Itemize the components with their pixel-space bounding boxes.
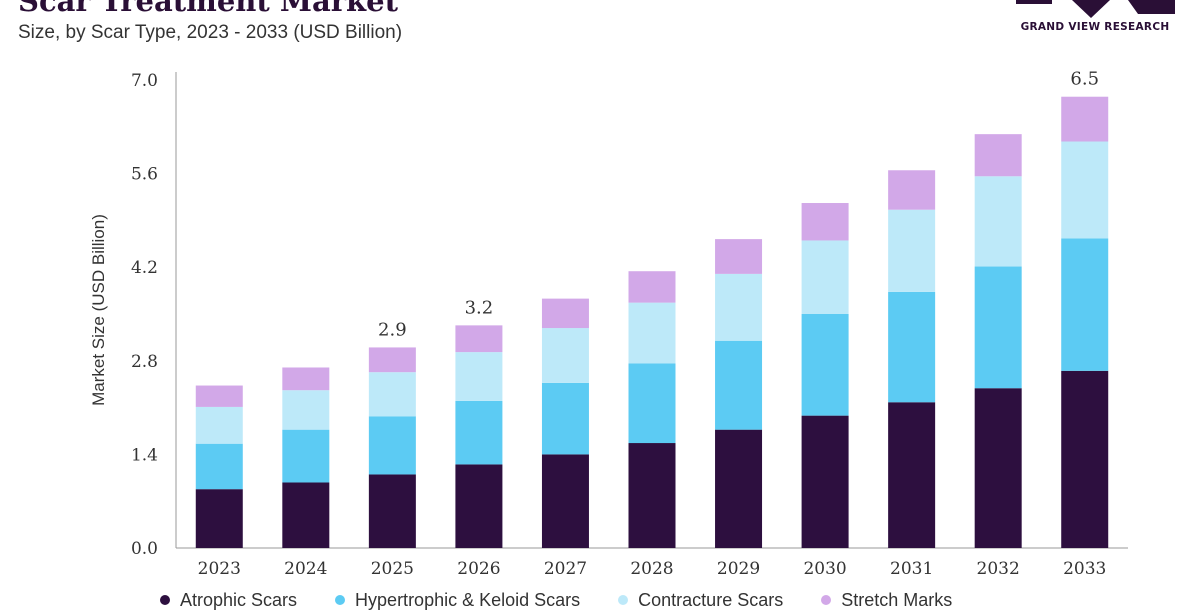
legend-label: Contracture Scars	[638, 589, 784, 610]
bar-segment-hypertrophic-keloid-scars-2030	[801, 314, 849, 416]
bar-segment-contracture-scars-2024	[282, 390, 330, 430]
x-tick-label: 2029	[717, 559, 760, 579]
bar-segment-stretch-marks-2028	[628, 271, 676, 303]
data-label-2025: 2.9	[378, 319, 407, 340]
bar-segment-contracture-scars-2029	[715, 273, 763, 341]
bars	[195, 96, 1109, 548]
bar-segment-contracture-scars-2030	[801, 240, 849, 314]
bar-segment-hypertrophic-keloid-scars-2033	[1061, 238, 1109, 371]
y-tick-label: 4.2	[131, 258, 158, 278]
bar-segment-atrophic-scars-2031	[888, 402, 936, 548]
legend-item: Atrophic Scars	[160, 588, 297, 612]
bar-segment-atrophic-scars-2030	[801, 415, 849, 548]
bar-segment-atrophic-scars-2024	[282, 482, 330, 548]
legend-item: Hypertrophic & Keloid Scars	[335, 588, 580, 612]
grand-view-research-logo: GRAND VIEW RESEARCH	[1010, 0, 1180, 40]
bar-segment-contracture-scars-2033	[1061, 141, 1109, 239]
bar-segment-stretch-marks-2027	[541, 298, 589, 329]
bar-segment-atrophic-scars-2033	[1061, 370, 1109, 548]
x-tick-label: 2027	[544, 559, 587, 579]
bar-segment-stretch-marks-2030	[801, 203, 849, 241]
x-tick-label: 2031	[890, 559, 933, 579]
legend-swatch	[160, 595, 170, 605]
chart-title: Scar Treatment Market	[18, 0, 398, 18]
tick-labels: 0.0 1.4 2.8 4.2 5.6 7.0 2023 2024 2025 2026 2027 20…	[131, 71, 1106, 579]
y-tick-label: 7.0	[131, 71, 158, 91]
bar-segment-contracture-scars-2031	[888, 209, 936, 292]
logo-text: GRAND VIEW RESEARCH	[1020, 21, 1170, 33]
x-tick-label: 2024	[284, 559, 327, 579]
bar-segment-contracture-scars-2023	[195, 406, 243, 444]
legend-swatch	[821, 595, 832, 605]
y-tick-label: 1.4	[131, 445, 158, 465]
x-tick-label: 2032	[977, 559, 1020, 579]
bar-segment-contracture-scars-2025	[368, 372, 416, 417]
y-tick-label: 2.8	[131, 352, 158, 372]
legend-swatch	[618, 595, 629, 605]
legend: Atrophic Scars Hypertrophic & Keloid Scar…	[160, 588, 952, 612]
bar-segment-atrophic-scars-2023	[195, 489, 243, 548]
bar-segment-hypertrophic-keloid-scars-2026	[455, 400, 503, 465]
bar-segment-hypertrophic-keloid-scars-2032	[974, 266, 1022, 389]
legend-label: Atrophic Scars	[180, 589, 298, 610]
bar-segment-hypertrophic-keloid-scars-2023	[195, 443, 243, 490]
data-label-2033: 6.5	[1070, 69, 1099, 90]
bar-segment-stretch-marks-2024	[282, 367, 330, 391]
bar-segment-atrophic-scars-2028	[628, 443, 676, 548]
bar-segment-hypertrophic-keloid-scars-2025	[368, 416, 416, 475]
bar-segment-contracture-scars-2026	[455, 352, 503, 401]
legend-label: Stretch Marks	[841, 589, 953, 610]
bar-segment-atrophic-scars-2029	[715, 429, 763, 548]
x-tick-label: 2023	[198, 559, 241, 579]
legend-label: Hypertrophic & Keloid Scars	[355, 589, 581, 610]
y-tick-label: 5.6	[131, 165, 158, 185]
y-tick-label: 0.0	[131, 539, 158, 559]
bar-segment-stretch-marks-2031	[888, 170, 936, 210]
bar-segment-stretch-marks-2033	[1061, 96, 1109, 142]
bar-segment-atrophic-scars-2032	[974, 388, 1022, 548]
bar-segment-atrophic-scars-2027	[541, 454, 589, 548]
x-tick-label: 2026	[457, 559, 500, 579]
bar-segment-hypertrophic-keloid-scars-2031	[888, 291, 936, 403]
bar-segment-stretch-marks-2023	[195, 385, 243, 407]
legend-swatch	[335, 595, 346, 605]
data-labels: 2.9 3.2 6.5	[378, 69, 1099, 341]
bar-segment-atrophic-scars-2026	[455, 464, 503, 548]
data-label-2026: 3.2	[465, 297, 494, 318]
x-tick-label: 2033	[1063, 559, 1106, 579]
bar-segment-contracture-scars-2027	[541, 328, 589, 383]
bar-segment-hypertrophic-keloid-scars-2029	[715, 340, 763, 430]
legend-item: Stretch Marks	[821, 588, 952, 612]
bar-segment-hypertrophic-keloid-scars-2024	[282, 429, 330, 483]
bar-segment-contracture-scars-2028	[628, 302, 676, 364]
bar-segment-stretch-marks-2026	[455, 325, 503, 353]
bar-segment-stretch-marks-2029	[715, 239, 763, 274]
bar-segment-atrophic-scars-2025	[368, 474, 416, 548]
legend-item: Contracture Scars	[618, 588, 783, 612]
bar-segment-contracture-scars-2032	[974, 176, 1022, 267]
bar-segment-stretch-marks-2025	[368, 347, 416, 373]
chart-subtitle: Size, by Scar Type, 2023 - 2033 (USD Bil…	[18, 22, 403, 43]
bar-segment-hypertrophic-keloid-scars-2028	[628, 363, 676, 444]
logo-mark-icon	[1016, 0, 1175, 18]
x-tick-label: 2030	[803, 559, 846, 579]
x-tick-label: 2025	[371, 559, 414, 579]
bar-segment-stretch-marks-2032	[974, 134, 1022, 177]
y-axis-label: Market Size (USD Billion)	[89, 214, 108, 406]
bar-segment-hypertrophic-keloid-scars-2027	[541, 382, 589, 455]
x-tick-label: 2028	[630, 559, 673, 579]
